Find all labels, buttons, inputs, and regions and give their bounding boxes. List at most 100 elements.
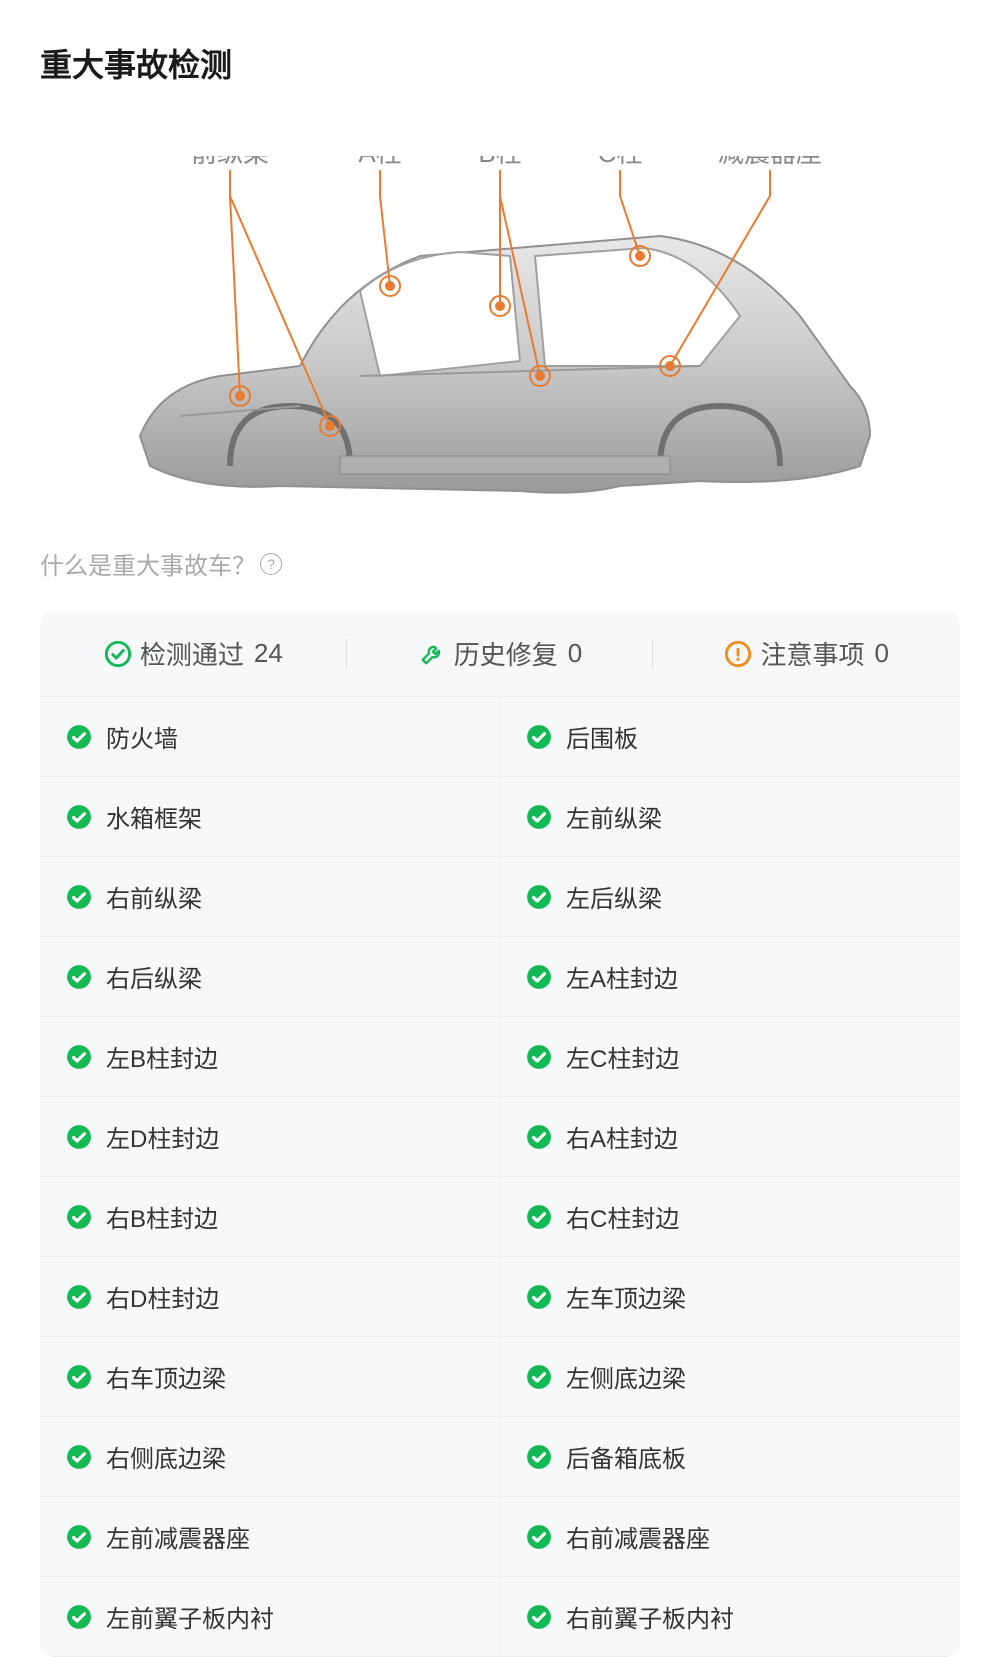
tab-label: 注意事项 — [760, 635, 864, 672]
wrench-icon — [418, 640, 446, 668]
diagram-leader-line — [230, 170, 240, 396]
check-pass-icon — [526, 1044, 552, 1070]
diagram-marker-dot — [635, 251, 645, 261]
report-tabs: 检测通过 24 历史修复 0 注意事项 0 — [40, 611, 960, 697]
car-frame-svg: 前纵梁 A柱 B柱 C柱 减震器座 — [100, 156, 900, 516]
inspection-item-label: 左A柱封边 — [566, 959, 678, 994]
inspection-item-label: 防火墙 — [106, 719, 178, 754]
inspection-item-label: 右C柱封边 — [566, 1199, 679, 1234]
diagram-label: C柱 — [598, 156, 643, 168]
check-pass-icon — [526, 964, 552, 990]
tab-label: 历史修复 — [454, 635, 558, 672]
inspection-item-label: 右侧底边梁 — [106, 1439, 226, 1474]
check-pass-icon — [66, 1284, 92, 1310]
inspection-item-label: 左D柱封边 — [106, 1119, 219, 1154]
inspection-item: 左前翼子板内衬 — [40, 1577, 500, 1657]
inspection-item: 左B柱封边 — [40, 1017, 500, 1097]
tab-info-ring[interactable]: 注意事项 0 — [653, 635, 960, 672]
inspection-item: 左前减震器座 — [40, 1497, 500, 1577]
inspection-item: 右前翼子板内衬 — [500, 1577, 960, 1657]
inspection-item: 水箱框架 — [40, 777, 500, 857]
inspection-item-label: 左前减震器座 — [106, 1519, 250, 1554]
inspection-item: 防火墙 — [40, 697, 500, 777]
tab-check-ring[interactable]: 检测通过 24 — [40, 635, 347, 672]
inspection-item: 左后纵梁 — [500, 857, 960, 937]
help-link-text: 什么是重大事故车？ — [40, 546, 256, 581]
tab-count: 24 — [254, 638, 283, 669]
inspection-item: 右后纵梁 — [40, 937, 500, 1017]
check-pass-icon — [526, 1364, 552, 1390]
inspection-item: 右前纵梁 — [40, 857, 500, 937]
check-pass-icon — [526, 1604, 552, 1630]
inspection-item-label: 右前纵梁 — [106, 879, 202, 914]
check-pass-icon — [526, 884, 552, 910]
diagram-label: A柱 — [358, 156, 401, 168]
diagram-marker-dot — [385, 281, 395, 291]
inspection-item: 左前纵梁 — [500, 777, 960, 857]
tab-count: 0 — [568, 638, 582, 669]
inspection-item: 右A柱封边 — [500, 1097, 960, 1177]
inspection-item-label: 右前翼子板内衬 — [566, 1599, 734, 1634]
diagram-marker-dot — [535, 371, 545, 381]
inspection-item-label: 右前减震器座 — [566, 1519, 710, 1554]
inspection-item: 后备箱底板 — [500, 1417, 960, 1497]
check-ring-icon — [104, 640, 132, 668]
check-pass-icon — [66, 724, 92, 750]
check-pass-icon — [526, 1444, 552, 1470]
inspection-item-label: 左侧底边梁 — [566, 1359, 686, 1394]
inspection-item-label: 右D柱封边 — [106, 1279, 219, 1314]
check-pass-icon — [66, 884, 92, 910]
diagram-label: B柱 — [478, 156, 521, 168]
check-pass-icon — [526, 1124, 552, 1150]
check-pass-icon — [526, 1204, 552, 1230]
help-what-is-accident-car[interactable]: 什么是重大事故车？ ? — [40, 546, 282, 581]
question-icon: ? — [260, 553, 282, 575]
inspection-item-label: 后围板 — [566, 719, 638, 754]
inspection-item-label: 水箱框架 — [106, 799, 202, 834]
inspection-item-label: 左后纵梁 — [566, 879, 662, 914]
inspection-report-card: 检测通过 24 历史修复 0 注意事项 0 防火墙 后围板 水箱框架 左前纵梁 — [40, 611, 960, 1657]
tab-label: 检测通过 — [140, 635, 244, 672]
diagram-marker-dot — [665, 361, 675, 371]
check-pass-icon — [66, 1444, 92, 1470]
inspection-items-grid: 防火墙 后围板 水箱框架 左前纵梁 右前纵梁 左后纵梁 右后纵梁 — [40, 697, 960, 1657]
diagram-label: 减震器座 — [718, 156, 822, 168]
check-pass-icon — [66, 1604, 92, 1630]
inspection-item: 右车顶边梁 — [40, 1337, 500, 1417]
inspection-item-label: 左前纵梁 — [566, 799, 662, 834]
check-pass-icon — [526, 724, 552, 750]
inspection-item: 右D柱封边 — [40, 1257, 500, 1337]
check-pass-icon — [66, 1044, 92, 1070]
inspection-item-label: 左车顶边梁 — [566, 1279, 686, 1314]
check-pass-icon — [66, 804, 92, 830]
inspection-item: 右侧底边梁 — [40, 1417, 500, 1497]
check-pass-icon — [526, 1284, 552, 1310]
diagram-marker-dot — [325, 421, 335, 431]
inspection-item-label: 右后纵梁 — [106, 959, 202, 994]
diagram-label: 前纵梁 — [191, 156, 269, 168]
inspection-item-label: 右A柱封边 — [566, 1119, 678, 1154]
inspection-item: 左侧底边梁 — [500, 1337, 960, 1417]
inspection-item: 左A柱封边 — [500, 937, 960, 1017]
diagram-leader-line — [380, 170, 390, 286]
inspection-item-label: 左前翼子板内衬 — [106, 1599, 274, 1634]
page-title: 重大事故检测 — [40, 40, 960, 86]
inspection-item: 后围板 — [500, 697, 960, 777]
inspection-item-label: 后备箱底板 — [566, 1439, 686, 1474]
inspection-item-label: 左C柱封边 — [566, 1039, 679, 1074]
inspection-item-label: 右车顶边梁 — [106, 1359, 226, 1394]
check-pass-icon — [526, 804, 552, 830]
tab-wrench[interactable]: 历史修复 0 — [347, 635, 654, 672]
inspection-item: 右前减震器座 — [500, 1497, 960, 1577]
check-pass-icon — [526, 1524, 552, 1550]
inspection-item: 左D柱封边 — [40, 1097, 500, 1177]
check-pass-icon — [66, 964, 92, 990]
info-ring-icon — [724, 640, 752, 668]
check-pass-icon — [66, 1204, 92, 1230]
check-pass-icon — [66, 1524, 92, 1550]
inspection-item: 左C柱封边 — [500, 1017, 960, 1097]
inspection-item-label: 左B柱封边 — [106, 1039, 218, 1074]
inspection-item: 右B柱封边 — [40, 1177, 500, 1257]
diagram-marker-dot — [495, 301, 505, 311]
inspection-item-label: 右B柱封边 — [106, 1199, 218, 1234]
